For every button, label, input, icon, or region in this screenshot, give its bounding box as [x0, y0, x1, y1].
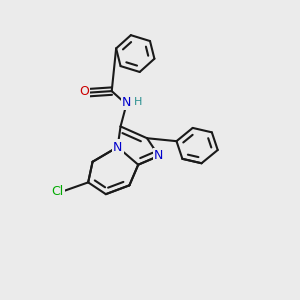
Text: N: N [154, 149, 164, 162]
Text: H: H [134, 97, 142, 107]
Text: O: O [79, 85, 89, 98]
Text: Cl: Cl [51, 185, 63, 198]
Text: N: N [122, 95, 131, 109]
Text: N: N [113, 141, 122, 154]
